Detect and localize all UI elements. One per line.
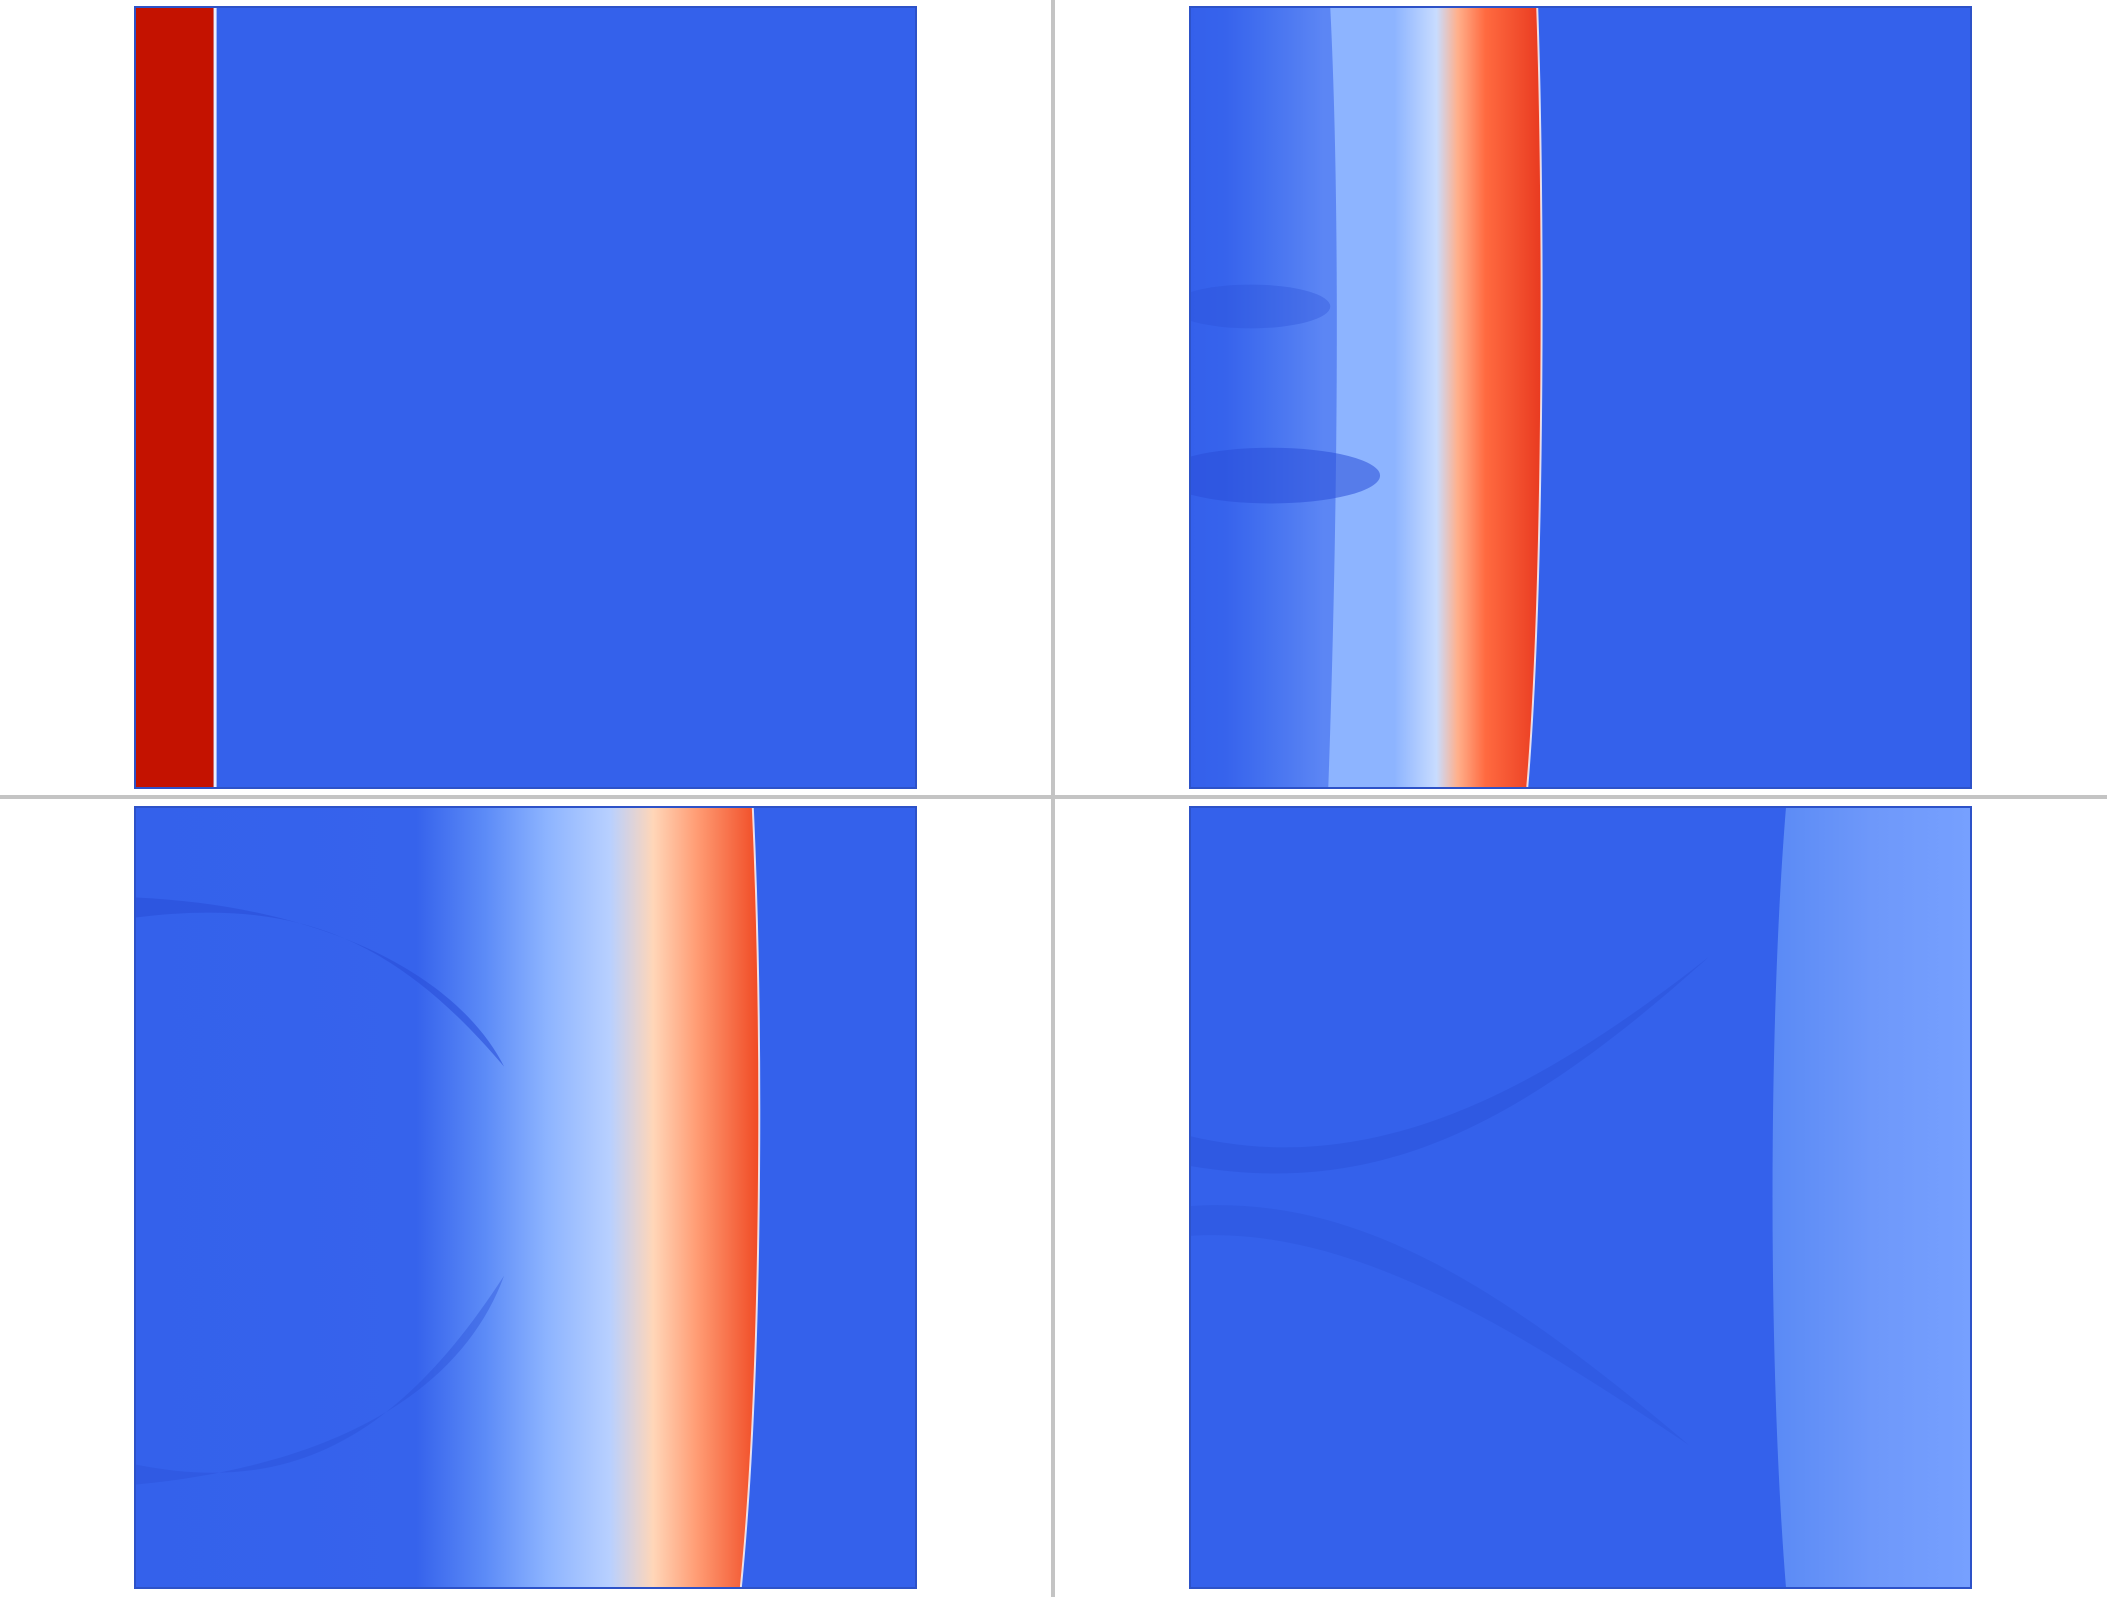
field-panel-top-right (1189, 6, 1972, 789)
field-image-top-left (136, 8, 915, 787)
field-panel-top-left (134, 6, 917, 789)
field-panel-bottom-left (134, 806, 917, 1589)
field-image-bottom-right (1191, 808, 1970, 1587)
field-image-top-right (1191, 8, 1970, 787)
field-image-bottom-left (136, 808, 915, 1587)
horizontal-divider (0, 795, 2107, 799)
field-panel-bottom-right (1189, 806, 1972, 1589)
